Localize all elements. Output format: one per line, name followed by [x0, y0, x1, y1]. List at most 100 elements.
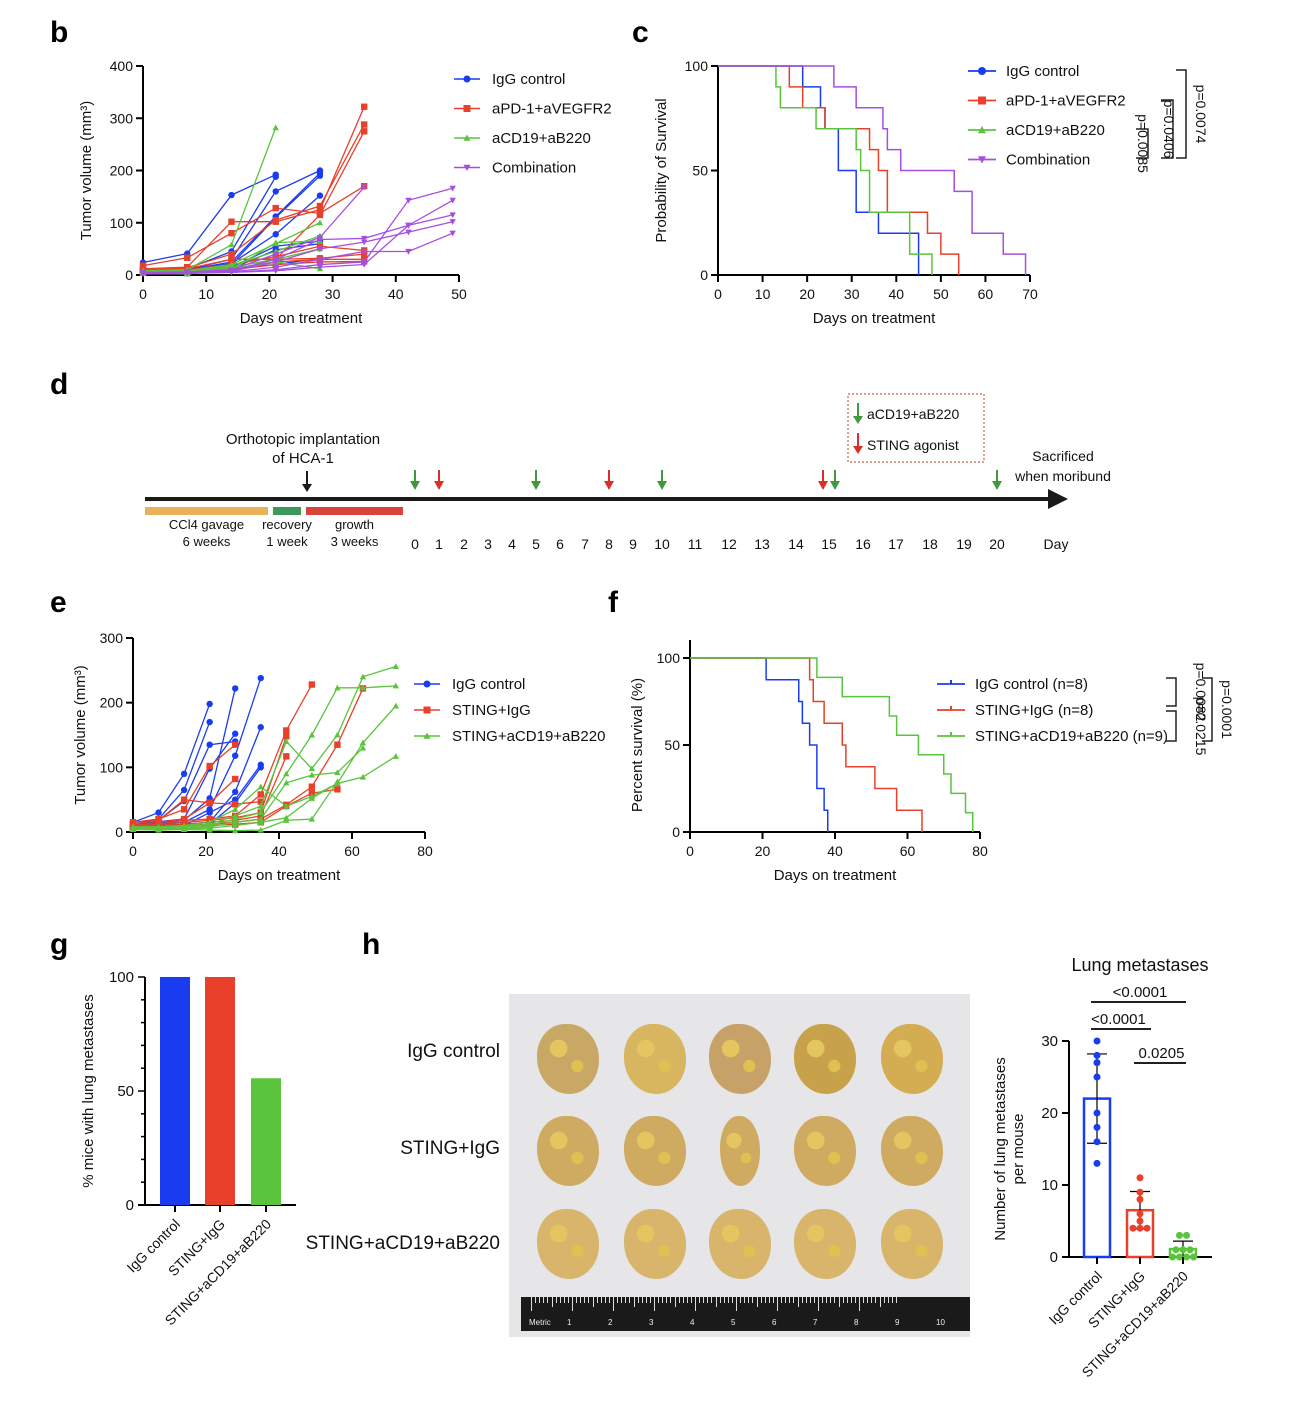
data-point — [1183, 1253, 1190, 1261]
data-point — [449, 230, 456, 237]
ruler-tick — [592, 1297, 594, 1307]
series-line — [132, 703, 211, 823]
phase-label: recovery — [262, 517, 312, 532]
series-line — [132, 755, 397, 831]
series-line — [142, 131, 365, 271]
ruler-tick — [637, 1297, 639, 1303]
data-point — [1136, 1224, 1144, 1232]
ruler-tick — [744, 1297, 746, 1303]
ruler-tick — [572, 1297, 573, 1311]
day-label: 3 — [484, 536, 492, 552]
data-point — [232, 819, 239, 825]
data-point — [316, 202, 324, 210]
ruler-tick — [645, 1297, 647, 1303]
ruler-tick — [785, 1297, 787, 1303]
p-value-label: p=0.0074 — [1193, 85, 1209, 144]
data-point — [334, 731, 341, 738]
data-point — [405, 248, 412, 255]
ruler-tick — [883, 1297, 885, 1303]
x-tick-label: 50 — [933, 286, 949, 302]
data-point — [449, 212, 456, 219]
data-point — [361, 103, 368, 110]
day-label: 4 — [508, 536, 516, 552]
data-point — [1186, 1246, 1194, 1254]
p-value-bracket — [1161, 99, 1174, 159]
y-tick-label: 0 — [672, 824, 680, 840]
legend-label: aCD19+aB220 — [1006, 122, 1105, 139]
ruler-tick — [674, 1297, 676, 1307]
ruler-tick — [760, 1297, 762, 1303]
panel-letter-g: g — [50, 928, 69, 961]
data-point — [392, 682, 399, 689]
data-point — [206, 700, 213, 708]
data-point — [232, 685, 239, 692]
legend-marker — [978, 67, 986, 75]
y-tick-label: 10 — [1041, 1177, 1058, 1194]
ruler-tick — [539, 1297, 541, 1303]
legend-marker — [423, 732, 431, 739]
data-point — [449, 185, 456, 192]
ruler-number: 4 — [690, 1318, 695, 1327]
data-point — [206, 762, 213, 770]
data-point — [232, 812, 239, 819]
data-point — [228, 218, 235, 225]
legend-marker — [423, 706, 431, 714]
data-point — [283, 738, 290, 745]
data-point — [308, 795, 316, 801]
p-value-bracket — [1166, 677, 1177, 707]
data-point — [272, 124, 279, 131]
data-point — [316, 211, 324, 219]
y-tick-label: 100 — [100, 759, 124, 775]
y-tick-label: 20 — [1041, 1105, 1058, 1122]
ruler-tick — [588, 1297, 590, 1303]
data-point — [232, 815, 239, 822]
day-label: 8 — [605, 536, 613, 552]
x-axis-label: Days on treatment — [774, 867, 897, 884]
y-tick-label: 200 — [110, 163, 134, 179]
comparison-label: 0.0205 — [1139, 1045, 1185, 1062]
data-point — [257, 783, 264, 790]
lung-specimen — [794, 1209, 856, 1279]
data-point — [206, 809, 213, 816]
data-point — [272, 268, 279, 275]
km-curve — [718, 65, 1027, 275]
ruler-tick — [723, 1297, 725, 1303]
ruler-tick — [818, 1297, 819, 1311]
ruler-tick — [547, 1297, 549, 1303]
legend-marker — [463, 105, 471, 112]
y-tick-label: 50 — [664, 737, 680, 753]
ruler-tick — [621, 1297, 623, 1303]
ruler-tick — [707, 1297, 709, 1303]
ruler-tick — [797, 1297, 799, 1307]
data-point — [308, 815, 316, 822]
data-point — [308, 790, 316, 797]
data-point — [155, 826, 162, 833]
green-arrow-head — [531, 481, 541, 490]
data-point — [228, 256, 235, 263]
data-point — [308, 765, 316, 772]
data-point — [1093, 1059, 1101, 1067]
data-point — [184, 270, 191, 277]
day-label: 2 — [460, 536, 468, 552]
ruler-tick — [613, 1297, 614, 1311]
legend-label: IgG control — [1006, 63, 1079, 80]
data-point — [206, 741, 213, 748]
data-point — [257, 802, 264, 809]
panel-letter-b: b — [50, 16, 69, 49]
day-label: 15 — [821, 536, 837, 552]
x-tick-label: 40 — [271, 843, 287, 859]
data-point — [316, 264, 324, 271]
data-point — [1093, 1138, 1101, 1146]
lung-specimen — [881, 1116, 943, 1186]
day-label: 12 — [721, 536, 737, 552]
data-point — [257, 724, 264, 731]
panel-letter-e: e — [50, 586, 67, 619]
ruler-number: 8 — [854, 1318, 859, 1327]
ruler-tick — [838, 1297, 840, 1307]
data-point — [1143, 1224, 1151, 1232]
ruler-tick — [768, 1297, 770, 1303]
data-point — [283, 802, 290, 809]
data-point — [257, 791, 264, 798]
series-line — [142, 174, 276, 264]
data-point — [392, 663, 399, 670]
